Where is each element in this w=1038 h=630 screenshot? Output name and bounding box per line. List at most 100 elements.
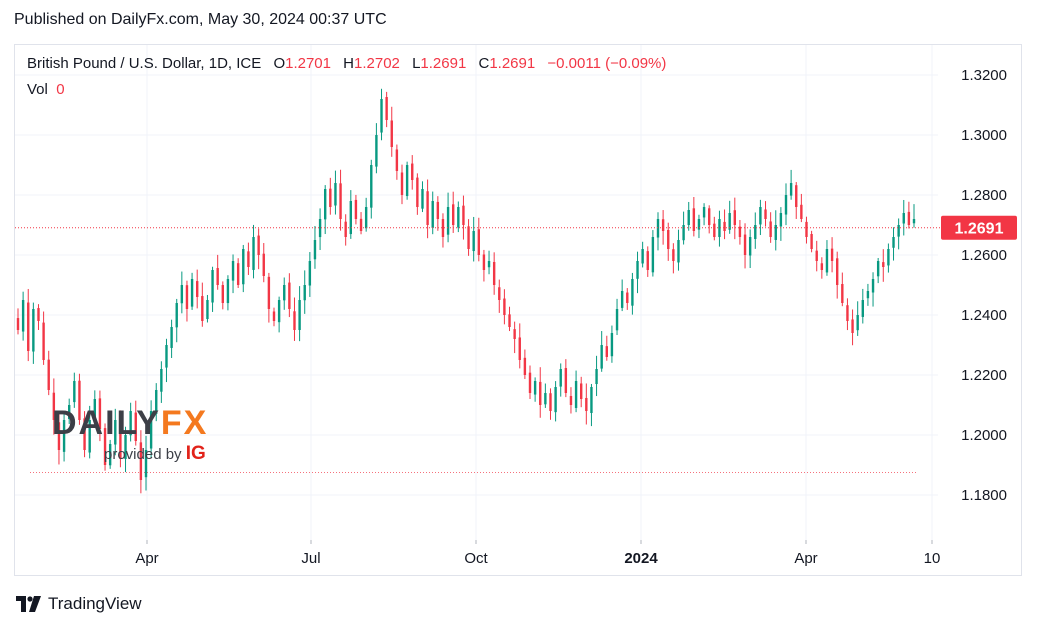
candle[interactable] <box>247 242 250 275</box>
candle[interactable] <box>907 201 911 229</box>
candle[interactable] <box>728 200 731 234</box>
candle[interactable] <box>390 106 393 157</box>
candle[interactable] <box>754 212 757 249</box>
candle[interactable] <box>344 214 347 246</box>
candle[interactable] <box>871 272 875 307</box>
candle[interactable] <box>815 240 818 272</box>
candle[interactable] <box>631 272 634 315</box>
candle[interactable] <box>119 410 122 468</box>
candle[interactable] <box>595 355 598 397</box>
candle[interactable] <box>93 390 96 424</box>
candle[interactable] <box>462 195 465 240</box>
candle[interactable] <box>446 192 450 243</box>
candle[interactable] <box>155 383 158 422</box>
candle[interactable] <box>252 224 255 279</box>
candle[interactable] <box>600 331 603 372</box>
candle[interactable] <box>88 405 91 459</box>
candle[interactable] <box>656 212 660 251</box>
candle[interactable] <box>723 209 726 240</box>
candle[interactable] <box>477 217 480 262</box>
candle[interactable] <box>349 190 352 239</box>
candle[interactable] <box>615 298 619 336</box>
candle[interactable] <box>677 229 680 271</box>
candle[interactable] <box>503 289 506 325</box>
candle[interactable] <box>68 398 71 425</box>
candle[interactable] <box>876 257 880 284</box>
candle[interactable] <box>569 387 573 414</box>
candle[interactable] <box>221 281 224 310</box>
candle[interactable] <box>467 219 470 256</box>
candle[interactable] <box>626 288 629 310</box>
candle[interactable] <box>375 123 378 174</box>
candle[interactable] <box>708 205 711 234</box>
candle[interactable] <box>902 199 905 236</box>
candle[interactable] <box>748 229 752 269</box>
candle[interactable] <box>165 338 168 383</box>
candle[interactable] <box>134 400 137 446</box>
candle[interactable] <box>861 288 864 324</box>
candle[interactable] <box>523 349 527 380</box>
candle[interactable] <box>129 402 132 442</box>
candle[interactable] <box>139 430 143 494</box>
candle[interactable] <box>370 159 373 219</box>
candle[interactable] <box>62 411 66 462</box>
candle[interactable] <box>318 208 322 251</box>
candle[interactable] <box>482 249 486 282</box>
candles[interactable] <box>16 88 916 494</box>
candle[interactable] <box>769 212 772 243</box>
candle[interactable] <box>805 216 808 244</box>
candle[interactable] <box>452 191 455 233</box>
candle[interactable] <box>718 210 721 247</box>
candle[interactable] <box>313 226 317 269</box>
candle[interactable] <box>339 169 342 231</box>
candle[interactable] <box>687 201 690 231</box>
candle[interactable] <box>580 376 583 408</box>
candle[interactable] <box>574 370 578 413</box>
candle[interactable] <box>646 246 649 277</box>
candle[interactable] <box>784 183 788 226</box>
candle[interactable] <box>103 423 107 471</box>
candle[interactable] <box>272 307 276 327</box>
candle[interactable] <box>585 383 588 425</box>
candle[interactable] <box>789 169 793 200</box>
candle[interactable] <box>196 269 199 309</box>
candle[interactable] <box>492 252 496 295</box>
candle[interactable] <box>78 373 81 425</box>
candle[interactable] <box>825 240 829 276</box>
candle[interactable] <box>277 296 281 333</box>
candle[interactable] <box>882 249 885 282</box>
candle[interactable] <box>774 210 777 251</box>
candle[interactable] <box>308 252 312 297</box>
candle[interactable] <box>231 254 235 294</box>
candle[interactable] <box>180 271 184 314</box>
candle[interactable] <box>764 201 767 227</box>
candle[interactable] <box>487 250 491 275</box>
candle[interactable] <box>590 383 593 427</box>
candle[interactable] <box>257 228 260 270</box>
candle[interactable] <box>283 277 286 310</box>
candle[interactable] <box>16 308 20 335</box>
candle[interactable] <box>800 193 803 223</box>
candle[interactable] <box>795 182 798 219</box>
candle[interactable] <box>144 435 148 491</box>
candle[interactable] <box>544 383 547 408</box>
candle[interactable] <box>892 227 895 261</box>
candle[interactable] <box>426 179 429 239</box>
candle[interactable] <box>636 251 639 294</box>
candle[interactable] <box>508 306 511 332</box>
candle[interactable] <box>57 413 61 465</box>
candle[interactable] <box>457 201 460 233</box>
candle[interactable] <box>830 237 834 273</box>
candle[interactable] <box>702 203 706 226</box>
candle[interactable] <box>518 323 521 369</box>
candle[interactable] <box>549 388 552 420</box>
candle[interactable] <box>160 361 163 403</box>
candle[interactable] <box>175 298 178 343</box>
candle[interactable] <box>293 297 296 341</box>
candle[interactable] <box>303 270 306 314</box>
candle[interactable] <box>236 258 240 289</box>
candle[interactable] <box>359 212 363 235</box>
candle[interactable] <box>528 365 532 399</box>
candle[interactable] <box>441 213 445 248</box>
